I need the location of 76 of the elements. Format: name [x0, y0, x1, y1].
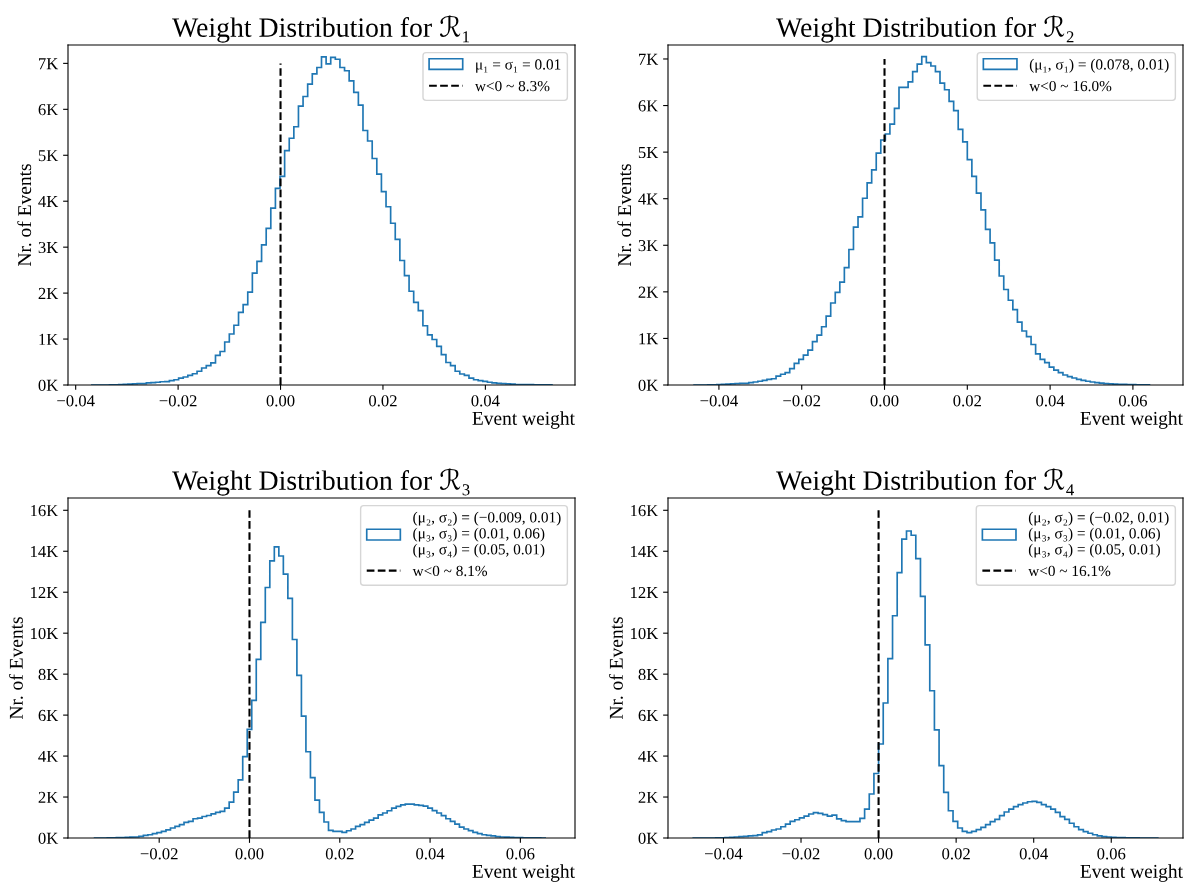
y-tick-label: 2K: [638, 286, 659, 298]
y-tick-label: 4K: [638, 750, 659, 762]
x-tick-label: −0.02: [783, 395, 821, 407]
x-axis-title: Event weight: [472, 411, 575, 429]
y-tick-label: 6K: [38, 104, 59, 116]
y-tick-label: 10K: [631, 627, 659, 640]
y-tick-label: 0K: [638, 379, 659, 391]
chart-title: Weight Distribution for ℛ₂: [776, 15, 1074, 43]
x-tick-label: 0.04: [1019, 848, 1049, 860]
x-tick-label: 0.00: [870, 395, 899, 407]
y-tick-label: 1K: [639, 333, 659, 345]
y-tick-label: 12K: [31, 586, 59, 598]
x-tick-label: 0.00: [266, 395, 295, 407]
y-tick-label: 2K: [38, 791, 59, 803]
y-axis-title: Nr. of Events: [617, 164, 632, 267]
y-tick-label: 0K: [38, 832, 59, 844]
y-tick-label: 1K: [39, 333, 59, 345]
x-axis-title: Event weight: [1080, 411, 1183, 429]
x-tick-label: 0.04: [471, 395, 500, 407]
x-tick-label: 0.06: [506, 848, 535, 860]
y-axis-title: Nr. of Events: [608, 617, 623, 720]
x-tick-label: 0.02: [369, 395, 397, 407]
ref-line-label: w<0 ~ 16.0%: [1029, 80, 1112, 92]
x-axis-title: Event weight: [472, 864, 575, 882]
y-tick-label: 0K: [638, 832, 659, 844]
y-tick-label: 4K: [38, 750, 59, 762]
x-tick-label: 0.06: [1097, 848, 1126, 860]
x-tick-label: 0.02: [942, 848, 970, 860]
legend-label: μ₁ = σ₁ = 0.01: [476, 59, 561, 73]
legend-label: (μ₂, σ₂) = (−0.009, 0.01) (μ₃, σ₃) = (0.01, 0.06) (μ₃, σ₄) = (0.05, 0.01): [413, 511, 561, 558]
y-tick-label: 2K: [38, 287, 59, 299]
chart-title: Weight Distribution for ℛ₃: [172, 468, 470, 496]
y-tick-label: 7K: [39, 58, 59, 70]
ref-line-label: w<0 ~ 8.3%: [474, 80, 550, 92]
y-axis-title: Nr. of Events: [17, 164, 32, 267]
legend-label: (μ₂, σ₂) = (−0.02, 0.01) (μ₃, σ₃) = (0.01, 0.06) (μ₃, σ₄) = (0.05, 0.01): [1028, 511, 1169, 558]
y-tick-label: 4K: [38, 196, 59, 207]
legend-label: (μ₁, σ₁) = (0.078, 0.01): [1029, 58, 1169, 73]
y-tick-label: 4K: [638, 193, 659, 205]
y-tick-label: 16K: [631, 505, 659, 517]
x-axis-title: Event weight: [1080, 864, 1183, 882]
x-tick-label: 0.04: [416, 848, 445, 860]
y-axis-title: Nr. of Events: [8, 617, 23, 720]
y-tick-label: 3K: [638, 240, 659, 252]
y-tick-label: 3K: [38, 241, 59, 254]
x-tick-label: −0.02: [159, 395, 197, 407]
chart-title: Weight Distribution for ℛ₄: [776, 468, 1074, 496]
y-tick-label: 2K: [638, 791, 659, 803]
chart-title: Weight Distribution for ℛ₁: [172, 15, 470, 43]
x-tick-label: −0.04: [700, 395, 738, 407]
x-tick-label: 0.02: [953, 395, 981, 407]
ref-line-label: w<0 ~ 8.1%: [412, 565, 488, 577]
y-tick-label: 14K: [31, 546, 59, 558]
y-tick-label: 6K: [638, 100, 659, 112]
x-tick-label: −0.04: [57, 395, 95, 407]
ref-line-label: w<0 ~ 16.1%: [1028, 565, 1111, 577]
y-tick-label: 5K: [38, 150, 59, 162]
y-tick-label: 10K: [31, 627, 59, 640]
y-tick-label: 7K: [639, 53, 659, 65]
y-tick-label: 14K: [631, 546, 659, 558]
y-tick-label: 0K: [38, 379, 59, 391]
x-tick-label: −0.02: [782, 848, 820, 860]
y-tick-label: 8K: [38, 668, 59, 681]
x-tick-label: 0.04: [1036, 395, 1065, 407]
y-tick-label: 5K: [638, 146, 659, 159]
x-tick-label: −0.02: [140, 848, 178, 860]
y-tick-label: 16K: [31, 505, 59, 517]
y-tick-label: 8K: [638, 668, 659, 681]
x-tick-label: 0.00: [864, 848, 893, 860]
x-tick-label: 0.00: [235, 848, 264, 860]
y-tick-label: 6K: [638, 709, 659, 722]
x-tick-label: −0.04: [705, 848, 743, 860]
x-tick-label: 0.06: [1118, 395, 1147, 407]
y-tick-label: 12K: [631, 586, 659, 598]
x-tick-label: 0.02: [325, 848, 354, 860]
y-tick-label: 6K: [38, 709, 59, 722]
